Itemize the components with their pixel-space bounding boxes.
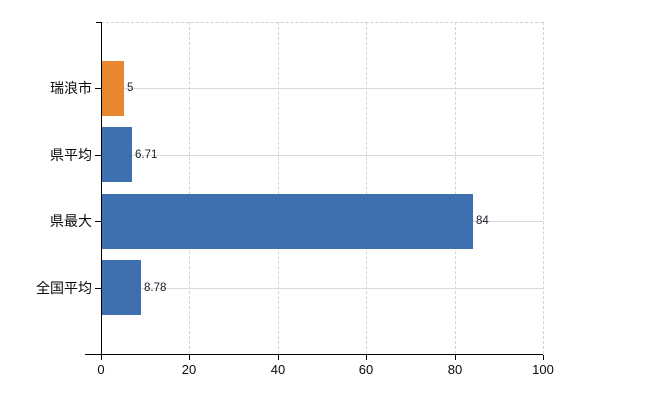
bar-瑞浪市	[102, 61, 124, 116]
y-tick-1	[95, 155, 101, 156]
y-tick-0	[95, 88, 101, 89]
y-axis-label-全国平均: 全国平均	[36, 280, 92, 296]
x-axis-tick-label-20: 20	[181, 362, 197, 377]
x-axis-tick-label-40: 40	[270, 362, 286, 377]
y-axis-label-県最大: 県最大	[50, 213, 92, 229]
bar-value-label: 8.78	[144, 282, 167, 294]
y-axis-label-瑞浪市: 瑞浪市	[50, 80, 92, 96]
x-tick-0	[101, 355, 102, 360]
y-axis-top-tick	[96, 22, 101, 23]
bar-県最大	[102, 194, 473, 249]
bar-県平均	[102, 127, 132, 182]
gridline-x-80	[455, 22, 456, 354]
x-axis-tick-label-80: 80	[447, 362, 463, 377]
gridline-y-0	[101, 88, 543, 89]
y-axis-label-県平均: 県平均	[50, 147, 92, 163]
gridline-y-3	[101, 288, 543, 289]
x-axis-tick-label-0: 0	[97, 362, 105, 377]
x-tick-80	[455, 355, 456, 360]
gridline-y-1	[101, 155, 543, 156]
x-tick-100	[543, 355, 544, 360]
x-tick-60	[366, 355, 367, 360]
x-tick-40	[278, 355, 279, 360]
gridline-x-100	[543, 22, 544, 354]
bar-value-label: 6.71	[135, 149, 158, 161]
y-tick-3	[95, 288, 101, 289]
bar-全国平均	[102, 260, 141, 315]
x-tick-20	[189, 355, 190, 360]
gridline-x-60	[366, 22, 367, 354]
bar-value-label: 84	[476, 215, 489, 227]
plot-top-border	[101, 22, 543, 23]
y-axis	[101, 22, 102, 354]
x-axis-tick-label-100: 100	[532, 362, 554, 377]
x-axis-tick-label-60: 60	[358, 362, 374, 377]
gridline-x-20	[189, 22, 190, 354]
bar-value-label: 5	[127, 82, 134, 94]
x-axis	[85, 354, 543, 355]
y-tick-2	[95, 221, 101, 222]
plot-area: 5 6.71 84 8.78	[101, 22, 544, 354]
gridline-x-40	[278, 22, 279, 354]
